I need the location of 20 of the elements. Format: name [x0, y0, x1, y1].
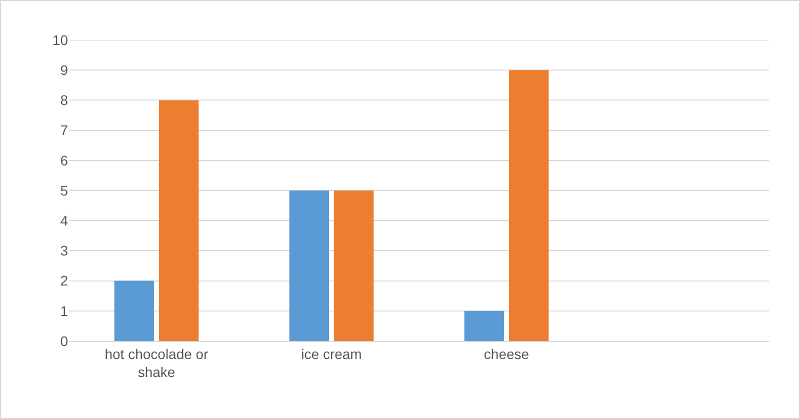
- y-tick-label: 7: [60, 122, 68, 138]
- bar: [114, 280, 154, 341]
- y-tick-label: 3: [60, 242, 68, 259]
- y-tick-label: 9: [60, 62, 68, 78]
- bar: [158, 100, 199, 341]
- y-tick-label: 8: [60, 92, 68, 108]
- y-tick-label: 10: [52, 32, 68, 48]
- bar: [289, 190, 330, 341]
- y-tick-label: 2: [60, 272, 68, 289]
- bar: [334, 190, 374, 341]
- x-tick-label: hot chocolade or shake: [104, 346, 209, 380]
- y-tick-label: 1: [60, 302, 68, 319]
- x-tick-label: ice cream: [301, 346, 362, 362]
- y-tick-label: 6: [60, 152, 68, 168]
- y-tick-label: 0: [60, 332, 68, 349]
- x-tick-label: cheese: [484, 346, 530, 362]
- y-tick-label: 4: [60, 212, 68, 228]
- bar: [508, 70, 549, 341]
- bar: [464, 310, 504, 341]
- y-tick-label: 5: [60, 182, 68, 198]
